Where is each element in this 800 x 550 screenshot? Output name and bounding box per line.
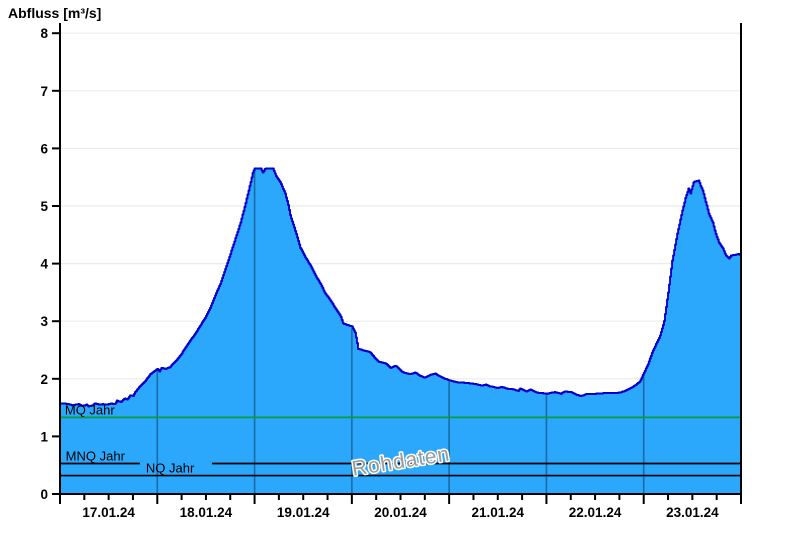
y-tick-label: 3	[40, 314, 48, 329]
x-tick-label: 19.01.24	[277, 505, 330, 520]
x-tick-label: 23.01.24	[666, 505, 719, 520]
y-tick-label: 0	[40, 487, 48, 502]
discharge-curve	[60, 167, 742, 408]
y-tick-label: 8	[40, 26, 48, 41]
y-axis-title: Abfluss [m³/s]	[8, 5, 102, 21]
y-tick-label: 1	[40, 429, 48, 444]
x-tick-label: 17.01.24	[82, 505, 135, 520]
y-tick-label: 7	[40, 84, 48, 99]
y-tick-label: 2	[40, 372, 48, 387]
mnq-label: MNQ Jahr	[66, 448, 126, 463]
x-tick-label: 20.01.24	[374, 505, 427, 520]
mq-label: MQ Jahr	[65, 402, 116, 417]
y-tick-label: 5	[40, 199, 48, 214]
y-tick-label: 4	[40, 257, 48, 272]
x-tick-label: 22.01.24	[569, 505, 622, 520]
nq-label: NQ Jahr	[146, 461, 195, 476]
y-tick-label: 6	[40, 141, 48, 156]
discharge-area	[60, 168, 741, 494]
x-tick-label: 18.01.24	[180, 505, 233, 520]
x-tick-label: 21.01.24	[472, 505, 525, 520]
